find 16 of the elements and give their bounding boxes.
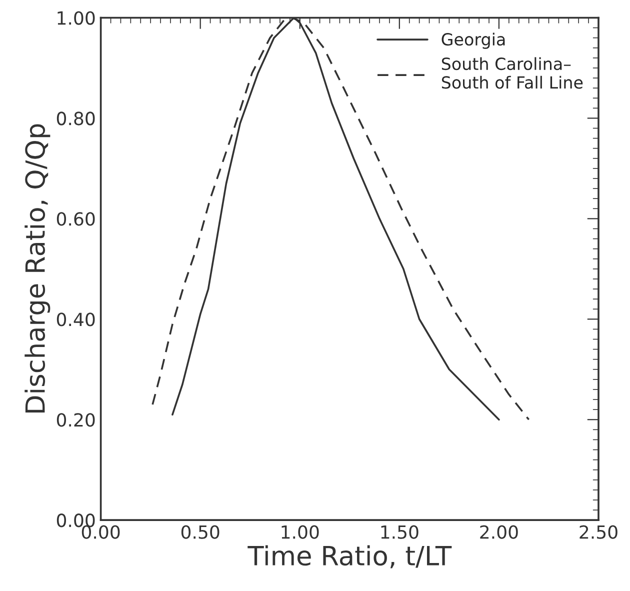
- y-tick-label: 0.60: [56, 212, 95, 226]
- legend-label: Georgia: [442, 32, 505, 49]
- x-tick-label: 2.50: [580, 525, 618, 539]
- y-tick-label: 0.80: [56, 112, 95, 126]
- y-tick-label: 0.00: [56, 514, 95, 528]
- x-tick-label: 0.50: [181, 525, 220, 539]
- y-tick-label: 1.00: [58, 11, 95, 25]
- y-tick-label: 0.40: [56, 312, 95, 326]
- x-tick-label: 2.00: [480, 525, 518, 539]
- y-axis-title: Discharge Ratio, Q/Qp: [24, 124, 50, 412]
- x-tick-label: 0.00: [82, 525, 120, 539]
- legend-label: South Carolina– South of Fall Line: [442, 57, 583, 89]
- y-tick-label: 0.20: [56, 413, 95, 427]
- x-tick-label: 1.00: [282, 525, 319, 539]
- x-tick-label: 1.50: [381, 525, 418, 539]
- x-axis-title: Time Ratio, t/LT: [248, 545, 452, 568]
